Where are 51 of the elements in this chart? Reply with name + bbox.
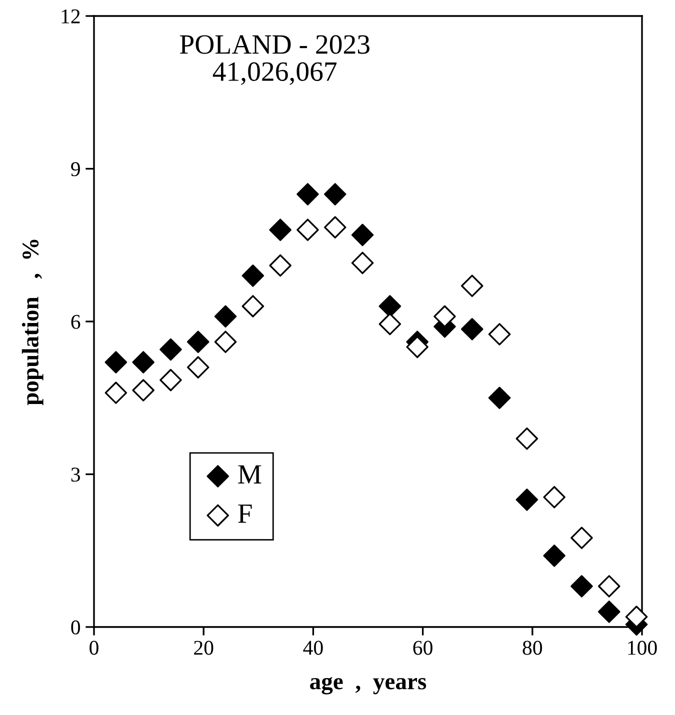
point — [296, 218, 319, 241]
point — [598, 600, 620, 623]
point — [242, 295, 264, 318]
point — [516, 488, 538, 511]
x-tick-label: 40 — [303, 640, 323, 655]
point — [516, 427, 538, 450]
point — [378, 295, 402, 318]
point — [132, 351, 154, 374]
point — [269, 218, 292, 241]
point — [104, 351, 128, 374]
y-tick-label: 3 — [71, 468, 80, 482]
x-axis-title: age , years — [310, 677, 426, 694]
legend-label: F — [238, 504, 252, 523]
point — [160, 368, 182, 392]
point — [460, 274, 484, 297]
text: POLAND - 2023 41,026,067 — [180, 35, 370, 85]
legend-label: M — [238, 465, 262, 484]
point — [132, 379, 154, 402]
point — [488, 386, 511, 410]
point — [598, 575, 620, 598]
point — [488, 323, 511, 346]
y-axis-title: population , % — [22, 240, 44, 406]
y-tick-label: 0 — [71, 620, 80, 634]
point — [570, 575, 593, 598]
point — [351, 252, 374, 274]
point — [186, 330, 210, 353]
point — [625, 606, 648, 628]
point — [104, 382, 128, 404]
point — [324, 216, 346, 238]
point — [570, 526, 593, 550]
y-tick-label: 6 — [71, 314, 80, 329]
point — [351, 224, 374, 246]
point — [214, 305, 237, 328]
point — [460, 318, 484, 340]
x-tick-label: 80 — [522, 640, 542, 655]
y-tick-label: 9 — [71, 162, 80, 176]
x-tick-label: 60 — [413, 640, 432, 655]
point — [186, 356, 210, 378]
point — [324, 183, 346, 206]
point — [296, 183, 319, 206]
point — [160, 338, 182, 361]
point — [269, 254, 292, 277]
point — [543, 486, 566, 508]
x-tick-label: 20 — [194, 640, 214, 655]
point — [543, 544, 566, 567]
x-tick-label: 0 — [90, 640, 98, 655]
x-tick-label: 100 — [628, 640, 657, 655]
point — [214, 330, 237, 353]
point — [242, 264, 264, 287]
point — [406, 336, 428, 358]
y-tick-label: 12 — [62, 9, 80, 24]
